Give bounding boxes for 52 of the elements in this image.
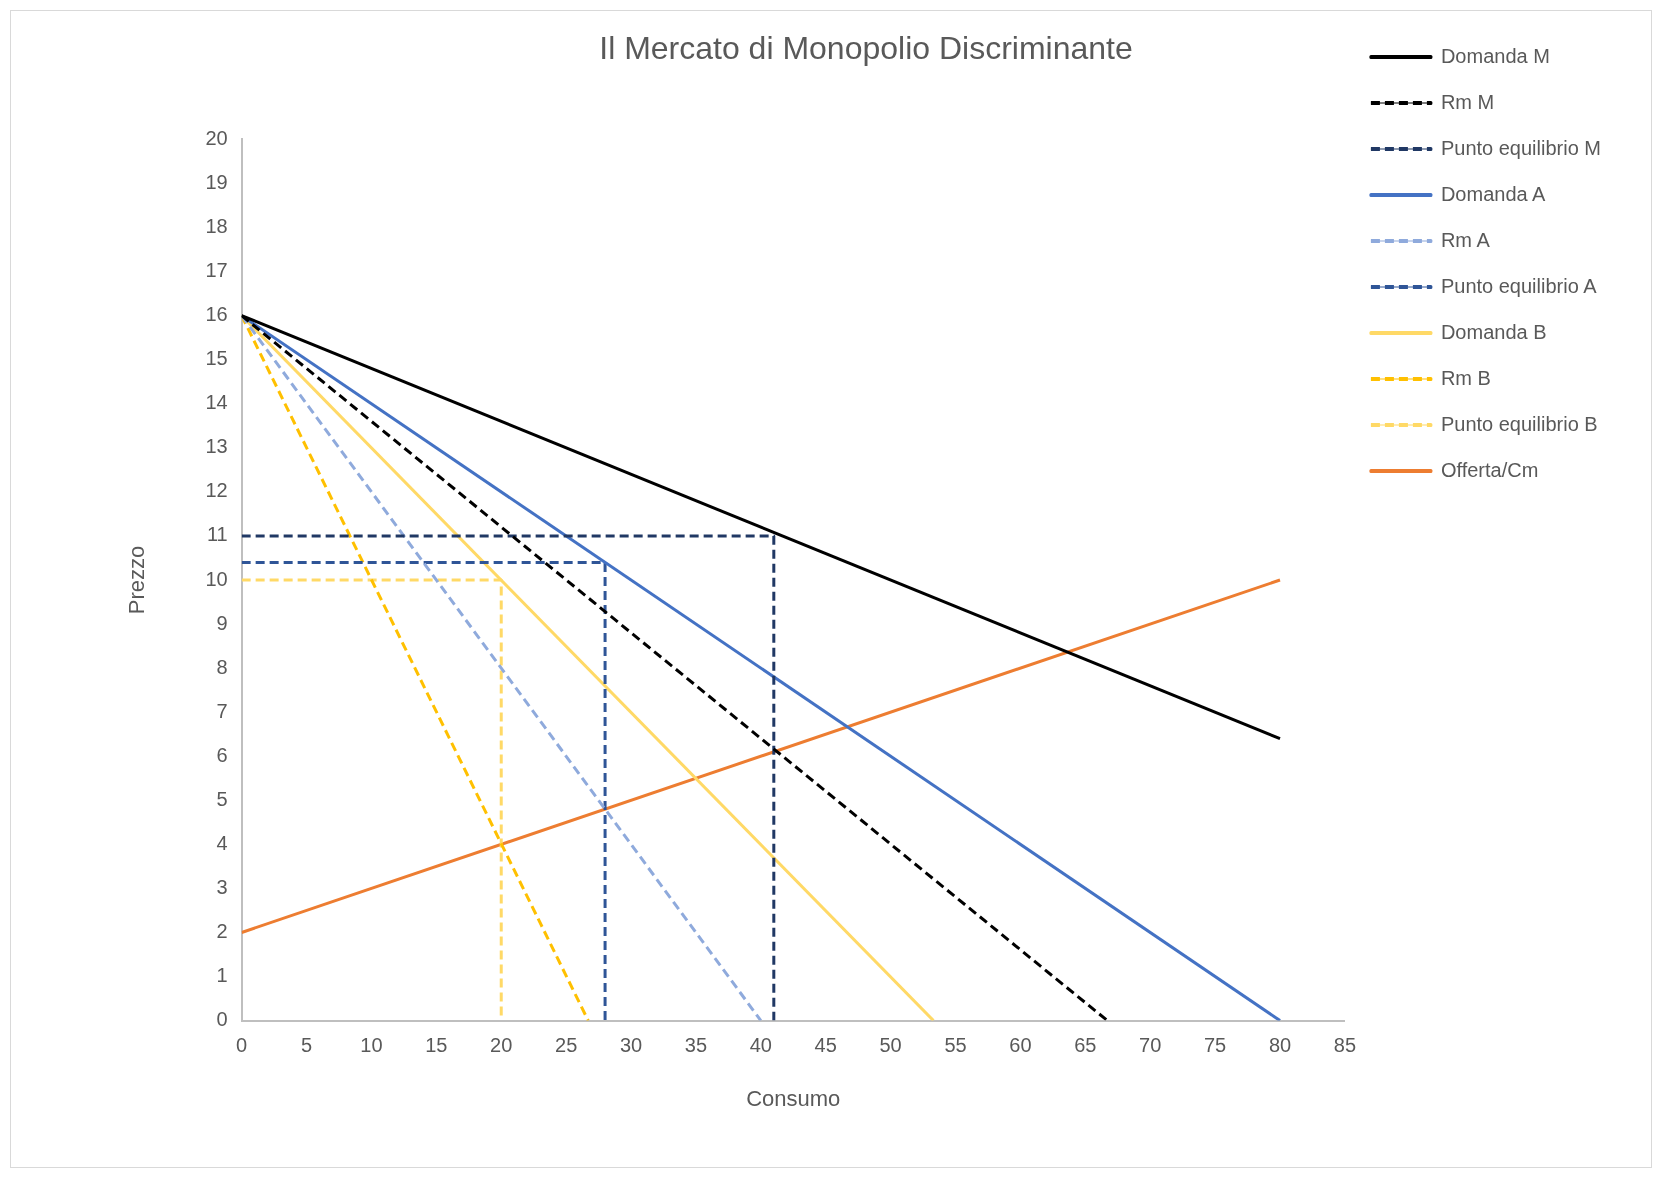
- x-tick-label: 75: [1203, 1034, 1227, 1057]
- x-tick-label: 55: [944, 1034, 967, 1057]
- y-tick-label: 2: [216, 920, 228, 942]
- y-axis-title: Prezzo: [124, 545, 150, 615]
- legend-label: Domanda M: [1440, 44, 1550, 67]
- x-tick-label: 25: [555, 1034, 578, 1057]
- legend-label: Punto equilibrio B: [1440, 412, 1598, 435]
- x-tick-label: 50: [879, 1034, 902, 1057]
- y-tick-label: 4: [216, 831, 228, 854]
- y-tick-label: 10: [205, 567, 228, 590]
- y-tick-label: 0: [216, 1008, 228, 1031]
- y-tick-label: 3: [216, 875, 228, 898]
- x-tick-label: 0: [236, 1034, 248, 1057]
- x-tick-label: 30: [619, 1034, 643, 1057]
- legend-label: Punto equilibrio A: [1440, 274, 1598, 297]
- x-tick-label: 15: [425, 1034, 448, 1057]
- legend-label: Offerta/Cm: [1440, 458, 1539, 481]
- y-tick-label: 13: [205, 435, 228, 458]
- x-tick-label: 70: [1139, 1034, 1162, 1057]
- legend-label: Rm M: [1440, 90, 1495, 113]
- x-tick-label: 20: [490, 1034, 513, 1057]
- x-tick-label: 80: [1268, 1034, 1292, 1057]
- y-tick-label: 14: [205, 391, 228, 414]
- y-tick-label: 5: [216, 787, 228, 810]
- y-tick-label: 16: [205, 303, 228, 326]
- x-tick-label: 5: [300, 1034, 313, 1057]
- y-tick-label: 12: [205, 479, 228, 502]
- x-tick-label: 85: [1333, 1034, 1357, 1057]
- x-tick-label: 10: [360, 1034, 383, 1057]
- y-tick-label: 15: [205, 347, 228, 370]
- legend-label: Domanda B: [1440, 320, 1547, 343]
- x-tick-label: 60: [1009, 1034, 1032, 1057]
- chart-title: Il Mercato di Monopolio Discriminante: [599, 30, 1133, 67]
- legend-label: Punto equilibrio M: [1440, 136, 1602, 159]
- legend-label: Rm A: [1440, 228, 1491, 251]
- y-tick-label: 17: [205, 259, 228, 282]
- x-tick-label: 40: [749, 1034, 772, 1057]
- y-tick-label: 18: [205, 215, 228, 238]
- y-tick-label: 8: [216, 655, 228, 678]
- y-tick-label: 19: [205, 170, 228, 193]
- y-tick-label: 1: [216, 964, 228, 987]
- x-axis-title: Consumo: [746, 1085, 841, 1111]
- x-tick-label: 35: [684, 1034, 708, 1057]
- y-tick-label: 6: [216, 743, 228, 766]
- x-tick-label: 65: [1074, 1034, 1097, 1057]
- legend-label: Domanda A: [1440, 182, 1547, 205]
- y-tick-label: 7: [216, 699, 228, 722]
- y-tick-label: 9: [216, 611, 228, 634]
- y-tick-label: 11: [206, 523, 228, 546]
- y-tick-label: 20: [205, 126, 228, 149]
- x-tick-label: 45: [814, 1034, 837, 1057]
- legend-label: Rm B: [1440, 366, 1491, 389]
